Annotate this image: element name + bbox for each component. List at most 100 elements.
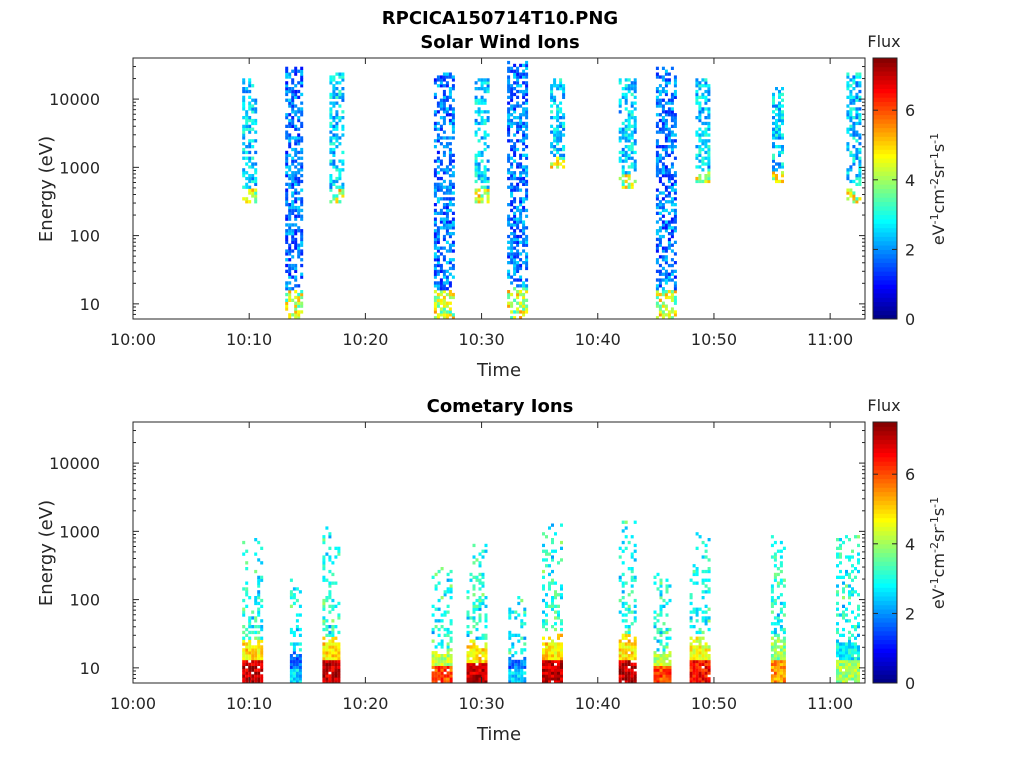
flux-cell xyxy=(627,113,631,117)
colorbar-title: Flux xyxy=(867,32,900,51)
flux-cell xyxy=(513,234,517,239)
flux-cell xyxy=(257,662,261,666)
flux-cell xyxy=(446,627,450,632)
flux-cell xyxy=(481,633,485,637)
flux-cell xyxy=(776,572,780,577)
flux-cell xyxy=(658,229,662,233)
flux-cell xyxy=(776,596,780,600)
flux-cell xyxy=(618,546,622,550)
flux-cell xyxy=(341,159,345,163)
flux-cell xyxy=(779,671,783,675)
flux-cell xyxy=(439,197,443,201)
flux-cell xyxy=(858,98,862,102)
flux-cell xyxy=(525,278,529,282)
flux-cell xyxy=(658,127,662,131)
flux-cell xyxy=(477,110,481,114)
flux-cell xyxy=(513,211,517,215)
flux-cell xyxy=(513,223,517,227)
flux-cell xyxy=(448,261,452,265)
flux-cell xyxy=(445,301,449,305)
flux-cell xyxy=(661,130,665,134)
flux-cell xyxy=(618,659,622,664)
flux-cell xyxy=(442,313,446,317)
flux-cell xyxy=(483,171,487,175)
flux-cell xyxy=(664,208,668,213)
flux-cell xyxy=(704,555,708,559)
flux-cell xyxy=(550,95,554,99)
flux-cell xyxy=(776,584,780,588)
flux-cell xyxy=(451,226,455,230)
flux-cell xyxy=(673,188,677,192)
colorbar-segment xyxy=(873,158,897,163)
flux-cell xyxy=(486,81,490,85)
flux-cell xyxy=(341,191,345,195)
flux-cell xyxy=(559,110,563,114)
flux-cell xyxy=(551,656,554,661)
flux-cell xyxy=(857,656,860,661)
flux-cell xyxy=(698,639,702,643)
flux-cell xyxy=(514,671,518,675)
flux-cell xyxy=(335,92,339,97)
flux-cell xyxy=(655,98,659,102)
flux-cell xyxy=(842,642,845,646)
flux-cell xyxy=(439,307,443,311)
flux-cell xyxy=(854,567,857,571)
flux-cell xyxy=(325,671,329,675)
flux-cell xyxy=(294,127,298,131)
flux-cell xyxy=(519,113,523,117)
flux-cell xyxy=(433,237,437,242)
flux-cell xyxy=(852,98,856,102)
flux-cell xyxy=(297,214,301,218)
flux-cell xyxy=(855,139,859,143)
flux-cell xyxy=(291,191,295,195)
flux-cell xyxy=(516,78,520,82)
flux-cell xyxy=(522,249,526,253)
flux-cell xyxy=(337,656,341,661)
flux-cell xyxy=(300,301,304,305)
flux-cell xyxy=(251,651,255,655)
flux-cell xyxy=(621,168,625,172)
flux-cell xyxy=(658,304,662,308)
flux-cell xyxy=(557,593,560,597)
flux-cell xyxy=(542,668,545,672)
flux-cell xyxy=(523,648,527,652)
flux-cell xyxy=(779,549,783,553)
flux-cell xyxy=(618,578,622,582)
flux-cell xyxy=(550,87,554,91)
flux-cell xyxy=(486,118,490,123)
flux-cell xyxy=(335,133,339,137)
flux-cell xyxy=(624,171,628,175)
flux-cell xyxy=(704,569,708,574)
flux-cell xyxy=(510,171,514,175)
flux-cell xyxy=(294,124,298,128)
flux-cell xyxy=(858,174,862,178)
flux-cell xyxy=(297,150,301,155)
flux-cell xyxy=(849,168,853,172)
flux-cell xyxy=(855,200,859,204)
flux-cell xyxy=(294,205,298,210)
flux-cell xyxy=(661,272,665,276)
flux-cell xyxy=(478,636,482,640)
flux-cell xyxy=(477,87,481,91)
colorbar-segment xyxy=(873,266,897,272)
flux-cell xyxy=(291,237,295,242)
flux-cell xyxy=(689,674,693,678)
flux-cell xyxy=(522,124,526,128)
flux-cell xyxy=(433,301,437,305)
flux-cell xyxy=(322,659,326,664)
flux-cell xyxy=(704,584,708,588)
flux-cell xyxy=(782,659,786,664)
flux-cell xyxy=(658,217,662,221)
flux-cell xyxy=(436,234,440,239)
colorbar-segment xyxy=(873,140,897,146)
flux-cell xyxy=(254,569,258,574)
flux-cell xyxy=(782,613,786,617)
flux-cell xyxy=(513,220,517,224)
flux-cell xyxy=(294,66,298,70)
flux-cell xyxy=(553,127,557,131)
flux-cell xyxy=(778,162,781,166)
flux-cell xyxy=(449,587,453,591)
flux-cell xyxy=(661,145,665,149)
flux-cell xyxy=(472,616,476,620)
